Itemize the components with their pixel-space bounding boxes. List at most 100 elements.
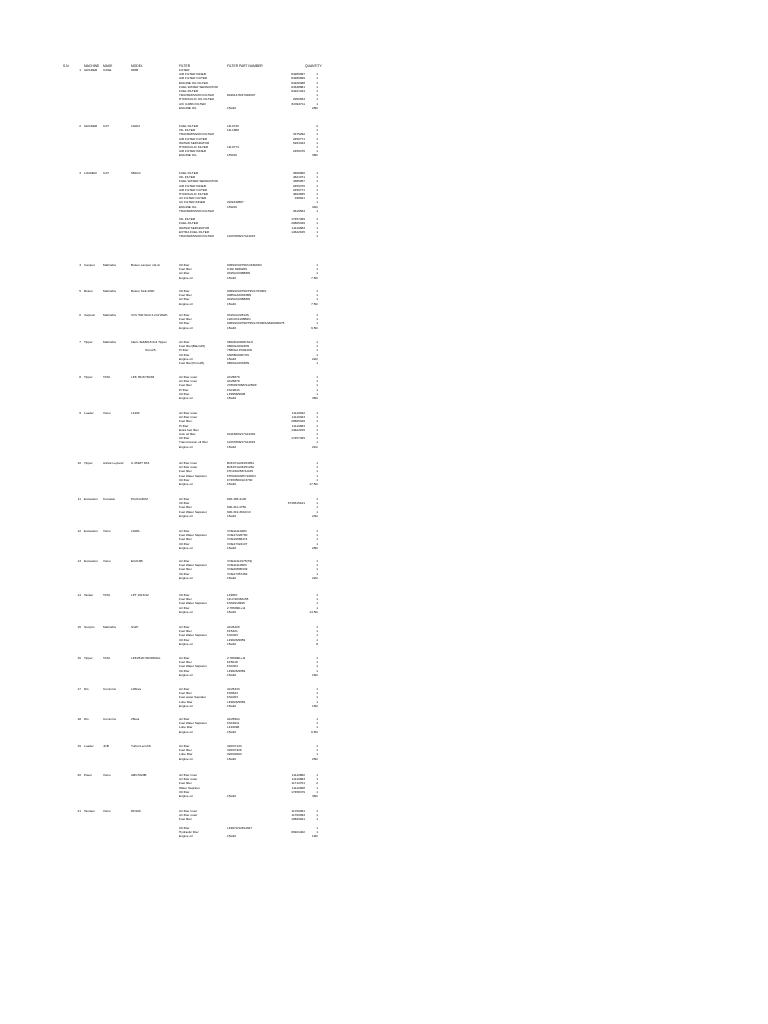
machine-21-quantity: 1 (316, 809, 318, 813)
machine-1-filter-name: TRANSMISSION FILTER (179, 93, 214, 98)
machine-8-filter-name: Air filter outer (179, 375, 198, 379)
machine-7-quantity: 1 (316, 361, 318, 365)
machine-14-make: TATA (103, 593, 111, 597)
machine-13-part-number: 15w40 (227, 575, 237, 580)
machine-9-machine-type: Loader (84, 411, 94, 415)
machine-10-sn: 10 (77, 461, 81, 465)
machine-2-quantity: 1 (316, 140, 318, 145)
machine-15-part-number: FS1003 (227, 633, 238, 638)
machine-8-make: TATA (103, 375, 111, 379)
machine-14-model: LPT 1613/42 (131, 593, 149, 597)
machine-19-machine-type: Loader (84, 744, 94, 748)
machine-3-quantity: 1 (316, 200, 318, 205)
machine-9-model: L120F (131, 411, 140, 415)
machine-8-part-number: LF9958/9608 (227, 391, 246, 396)
machine-16-quantity: 1 (316, 656, 318, 660)
machine-20-quantity: 1 (316, 773, 318, 777)
machine-12-part-number: 15w40 (227, 545, 237, 550)
machine-17-quantity: 1 (316, 695, 318, 700)
machine-13-filter-name: Fuel Water Saprator (179, 563, 207, 568)
machine-10-filter-name: Oil filter (179, 477, 190, 482)
machine-7-part-number: 0800GA00230N (227, 344, 250, 349)
machine-3-quantity: 1 (316, 217, 318, 222)
machine-16-part-number: 2.78609D+11 (227, 656, 246, 660)
machine-3-part-number: 15W40 (227, 204, 237, 209)
machine-2-sn: 2 (79, 124, 81, 128)
machine-3-part-number: 3616563 (292, 208, 305, 213)
machine-3-part-number: 11037868/17414015 (227, 234, 256, 238)
machine-8-part-number: AF25878 (227, 379, 240, 384)
machine-15-part-number: 15w40 (227, 641, 237, 646)
machine-7-filter-name: Engine oil (179, 356, 193, 361)
machine-13-quantity: 1 (316, 571, 318, 576)
machine-1-filter-name: ENGINE OIL FILTER (179, 80, 208, 85)
machine-3-part-number: 168021 (294, 196, 305, 201)
machine-1-part-number: 84286999 (291, 76, 305, 81)
machine-17-filter-name: Engine oil (179, 703, 193, 708)
machine-16-filter-name: Fuel Water Saprator (179, 664, 207, 669)
machine-9-part-number: 14622915 (291, 427, 305, 432)
machine-1-quantity: 1 (316, 72, 318, 77)
machine-21-quantity: 1 (316, 825, 318, 830)
machine-21-make: Volvo (103, 809, 111, 813)
machine-6-quantity: 6.5ltr (311, 325, 318, 330)
machine-20-make: Volvo (103, 773, 111, 777)
machine-5-quantity: 1 (316, 297, 318, 302)
machine-19-filter-name: Fuel filter (179, 748, 192, 753)
machine-4-part-number: 15w40 (227, 275, 237, 280)
machine-11-part-number: 600-311-3750 (227, 505, 247, 510)
machine-3-make: CAT (103, 171, 109, 175)
machine-6-part-number: 0315AC22813S (227, 313, 249, 317)
machine-12-part-number: VOE17324107 (227, 541, 248, 546)
machine-4-filter-name: Oil filter (179, 263, 190, 267)
machine-8-part-number: 278609708/FS1250/F (227, 383, 257, 388)
machine-21-quantity: 19ltr (311, 834, 318, 839)
machine-5-part-number: 006S9C00750/T95/LY5300S (227, 289, 267, 293)
machine-3-quantity: 1 (316, 192, 318, 196)
machine-3-quantity: 1 (316, 234, 318, 238)
machine-1-quantity: 1 (316, 97, 318, 102)
machine-3-part-number: 4621071 (292, 175, 305, 180)
machine-3-filter-name: AC FILTER INNER (179, 200, 206, 205)
machine-5-filter-name: Oil filter (179, 289, 190, 293)
machine-9-sn: 9 (79, 411, 81, 415)
machine-12-quantity: 28ltr (311, 545, 318, 550)
machine-11-filter-name: Fuel filter (179, 505, 192, 510)
machine-17-quantity: 1 (316, 691, 318, 696)
machine-4-quantity: 1 (316, 267, 318, 272)
machine-13-filter-name: Fuel filter (179, 567, 192, 572)
machine-9-filter-name: Fuel filter (179, 419, 192, 424)
machine-13-filter-name: Engine oil (179, 575, 193, 580)
machine-8-filter-name: Fuel filter (179, 383, 192, 388)
machine-13-quantity: 1 (316, 559, 318, 563)
machine-14-filter-name: Fuel filter (179, 597, 192, 602)
machine-21-part-number: 11700093 (291, 813, 305, 818)
machine-18-make: Cummins (103, 717, 117, 721)
machine-5-filter-name: Air filter (179, 297, 190, 302)
machine-20-filter-name: Water Saprator (179, 785, 200, 790)
machine-3-model: 950GC (131, 171, 141, 175)
machine-6-quantity: 1 (316, 321, 318, 326)
machine-15-part-number: LF9026/9959 (227, 637, 246, 642)
machine-2-quantity: 2 (316, 124, 318, 128)
machine-5-machine-type: Bolero (84, 289, 93, 293)
machine-7-part-number: 7586GA P00440N (227, 348, 252, 353)
machine-2-make: CAT (103, 124, 109, 128)
machine-3-quantity: 1 (316, 229, 318, 234)
machine-18-filter-name: Air filter (179, 717, 190, 721)
machine-10-make: Ashok Leyland (103, 461, 124, 465)
machine-1-filter-name: AIR FILTER INNER (179, 72, 206, 77)
machine-17-machine-type: DG (84, 687, 89, 691)
machine-14-quantity: 1 (316, 593, 318, 597)
machine-2-part-number: 15W40 (227, 153, 237, 158)
machine-3-filter-name: ENGINE OIL (179, 204, 197, 209)
machine-12-part-number: VOE17220790 (227, 533, 248, 538)
machine-15-sn: 15 (77, 625, 81, 629)
machine-1-part-number: 15w40 (227, 105, 237, 110)
machine-14-quantity: 14.5ltr (309, 609, 318, 614)
machine-14-sn: 14 (77, 593, 81, 597)
machine-10-quantity: 1 (316, 477, 318, 482)
machine-6-machine-type: Xapvoin (84, 313, 96, 317)
machine-2-part-number: 1R-1808 (227, 128, 239, 133)
machine-10-part-number: 15w40 (227, 482, 237, 486)
